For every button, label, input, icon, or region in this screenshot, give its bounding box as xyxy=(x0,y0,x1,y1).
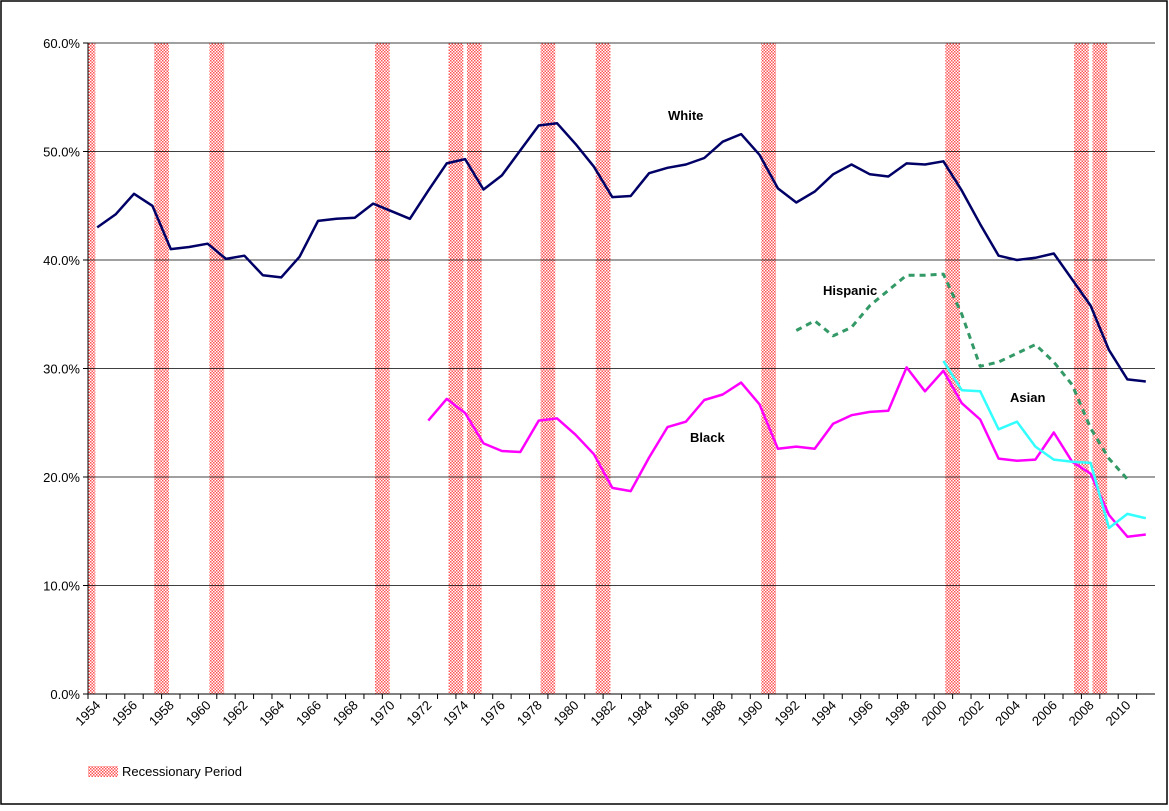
y-tick-label: 0.0% xyxy=(50,687,80,702)
y-tick-label: 60.0% xyxy=(43,36,80,51)
y-tick-label: 30.0% xyxy=(43,362,80,377)
series-label: Asian xyxy=(1010,390,1045,405)
series-label: White xyxy=(668,108,703,123)
series-line xyxy=(795,272,1129,481)
series-line xyxy=(96,122,1146,383)
y-tick-label: 50.0% xyxy=(43,145,80,160)
y-tick-label: 20.0% xyxy=(43,470,80,485)
legend-label: Recessionary Period xyxy=(122,764,242,779)
y-tick-label: 40.0% xyxy=(43,253,80,268)
series-label: Black xyxy=(690,430,725,445)
series-label: Hispanic xyxy=(823,283,877,298)
series-line xyxy=(427,366,1146,538)
y-tick-label: 10.0% xyxy=(43,579,80,594)
series-line xyxy=(942,360,1147,530)
legend-swatch xyxy=(88,766,118,777)
